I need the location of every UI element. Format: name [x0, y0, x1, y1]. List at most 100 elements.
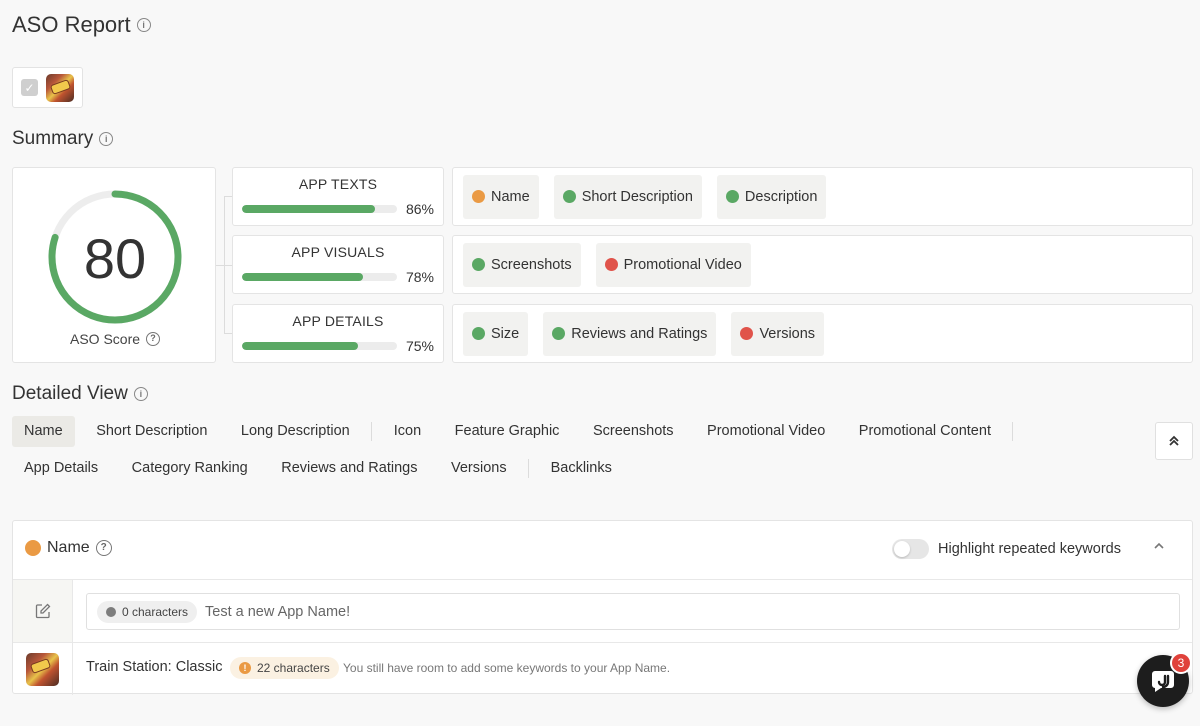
- name-panel: Name ? Highlight repeated keywords 0 cha…: [12, 520, 1193, 695]
- status-dot: [106, 606, 116, 617]
- chip-label: Size: [491, 325, 520, 342]
- status-dot: [552, 327, 566, 340]
- test-name-row: 0 characters Test a new App Name!: [13, 580, 1192, 643]
- collapse-tabs-button[interactable]: [1155, 422, 1193, 460]
- character-count: 22 characters: [257, 661, 330, 675]
- page-header: ASO Report i: [12, 12, 151, 38]
- tab-divider: [371, 422, 373, 441]
- app-details-items: Size Reviews and Ratings Versions: [452, 304, 1193, 363]
- status-dot: [562, 190, 576, 203]
- tab-icon[interactable]: Icon: [393, 423, 422, 439]
- connector-line: [224, 196, 232, 197]
- tab-screenshots[interactable]: Screenshots: [592, 423, 674, 439]
- status-dot: [25, 540, 41, 556]
- summary-chip-size[interactable]: Size: [463, 311, 529, 356]
- detailed-view-header: Detailed View i: [12, 383, 148, 405]
- summary-chip-reviews-and-ratings[interactable]: Reviews and Ratings: [543, 311, 717, 356]
- connector-line: [224, 333, 232, 334]
- character-count: 0 characters: [122, 604, 189, 619]
- app-texts-items: Name Short Description Description: [452, 167, 1193, 226]
- category-card-app-texts[interactable]: APP TEXTS 86%: [232, 167, 444, 226]
- status-dot: [472, 190, 485, 203]
- category-progress-bar: [242, 342, 397, 350]
- summary-chip-screenshots[interactable]: Screenshots: [463, 242, 581, 287]
- status-dot: [725, 190, 739, 203]
- category-name: APP TEXTS: [298, 176, 378, 192]
- highlight-toggle[interactable]: [892, 539, 929, 559]
- summary-chip-versions[interactable]: Versions: [731, 311, 825, 356]
- summary-chip-description[interactable]: Description: [716, 174, 827, 219]
- tab-versions[interactable]: Versions: [450, 460, 507, 476]
- app-icon-cell: [13, 643, 73, 695]
- chip-label: Short Description: [581, 188, 693, 205]
- app-visuals-items: Screenshots Promotional Video: [452, 235, 1193, 294]
- name-hint: You still have room to add some keywords…: [343, 661, 671, 675]
- aso-score-card: 80 ASO Score ?: [12, 167, 216, 363]
- tab-promotional-content[interactable]: Promotional Content: [858, 423, 991, 439]
- status-dot: [472, 258, 485, 271]
- category-progress-bar: [242, 273, 397, 281]
- category-progress-fill: [242, 342, 359, 350]
- category-progress-fill: [242, 205, 376, 213]
- checkbox-icon[interactable]: ✓: [21, 79, 38, 96]
- chip-label: Name: [491, 188, 530, 205]
- chip-label: Description: [744, 188, 818, 205]
- category-progress-bar: [242, 205, 397, 213]
- summary-title: Summary: [12, 128, 94, 149]
- tab-promotional-video[interactable]: Promotional Video: [707, 423, 826, 439]
- info-icon[interactable]: i: [136, 18, 151, 32]
- chip-label: Reviews and Ratings: [571, 325, 708, 342]
- aso-score-label-row: ASO Score ?: [13, 331, 217, 347]
- summary-chip-name[interactable]: Name: [463, 174, 539, 219]
- tab-backlinks[interactable]: Backlinks: [550, 460, 612, 476]
- category-card-app-visuals[interactable]: APP VISUALS 78%: [232, 235, 444, 294]
- detail-tabs-row-1: Name Short Description Long Description …: [12, 416, 1023, 447]
- category-percent: 86%: [405, 201, 434, 217]
- name-panel-title: Name: [47, 539, 90, 556]
- tab-divider: [1012, 422, 1014, 441]
- tab-long-description[interactable]: Long Description: [240, 423, 350, 439]
- category-card-app-details[interactable]: APP DETAILS 75%: [232, 304, 444, 363]
- tab-app-details[interactable]: App Details: [24, 460, 99, 476]
- name-panel-header: Name ? Highlight repeated keywords: [13, 521, 1192, 580]
- help-icon[interactable]: ?: [95, 540, 112, 556]
- tab-divider: [528, 459, 530, 478]
- chat-icon: [1152, 671, 1174, 692]
- summary-chip-short-description[interactable]: Short Description: [553, 174, 702, 219]
- status-dot: [472, 327, 485, 340]
- notification-badge: 3: [1170, 652, 1192, 674]
- app-icon: [26, 652, 59, 686]
- name-panel-title-row: Name ?: [25, 539, 112, 557]
- connector-line: [224, 196, 225, 333]
- tab-name[interactable]: Name: [12, 416, 75, 447]
- chevron-up-icon[interactable]: [1153, 539, 1165, 555]
- page-title: ASO Report: [12, 12, 131, 37]
- tab-reviews-and-ratings[interactable]: Reviews and Ratings: [281, 460, 418, 476]
- app-icon: [46, 73, 74, 102]
- connector-line: [216, 265, 224, 266]
- status-dot: [604, 258, 618, 271]
- summary-header: Summary i: [12, 128, 114, 150]
- aso-score-value: 80: [83, 227, 147, 290]
- highlight-toggle-row[interactable]: Highlight repeated keywords: [892, 539, 1121, 559]
- tab-category-ranking[interactable]: Category Ranking: [131, 460, 248, 476]
- character-count-badge: ! 22 characters: [230, 657, 339, 679]
- double-chevron-up-icon: [1169, 435, 1179, 446]
- help-icon[interactable]: ?: [146, 332, 161, 346]
- status-dot: [740, 327, 754, 340]
- summary-chip-promotional-video[interactable]: Promotional Video: [595, 242, 751, 287]
- warning-icon: !: [239, 662, 251, 674]
- test-name-input[interactable]: 0 characters Test a new App Name!: [86, 593, 1180, 630]
- chip-label: Versions: [759, 325, 816, 342]
- app-selector[interactable]: ✓: [12, 67, 83, 108]
- tab-feature-graphic[interactable]: Feature Graphic: [454, 423, 560, 439]
- info-icon[interactable]: i: [133, 387, 148, 401]
- info-icon[interactable]: i: [99, 132, 114, 146]
- detail-tabs-row-2: App Details Category Ranking Reviews and…: [12, 453, 633, 484]
- chip-label: Screenshots: [491, 256, 572, 273]
- edit-icon[interactable]: [35, 603, 51, 619]
- chip-label: Promotional Video: [623, 256, 742, 273]
- category-percent: 78%: [405, 269, 434, 285]
- tab-short-description[interactable]: Short Description: [96, 423, 208, 439]
- category-name: APP DETAILS: [292, 313, 384, 329]
